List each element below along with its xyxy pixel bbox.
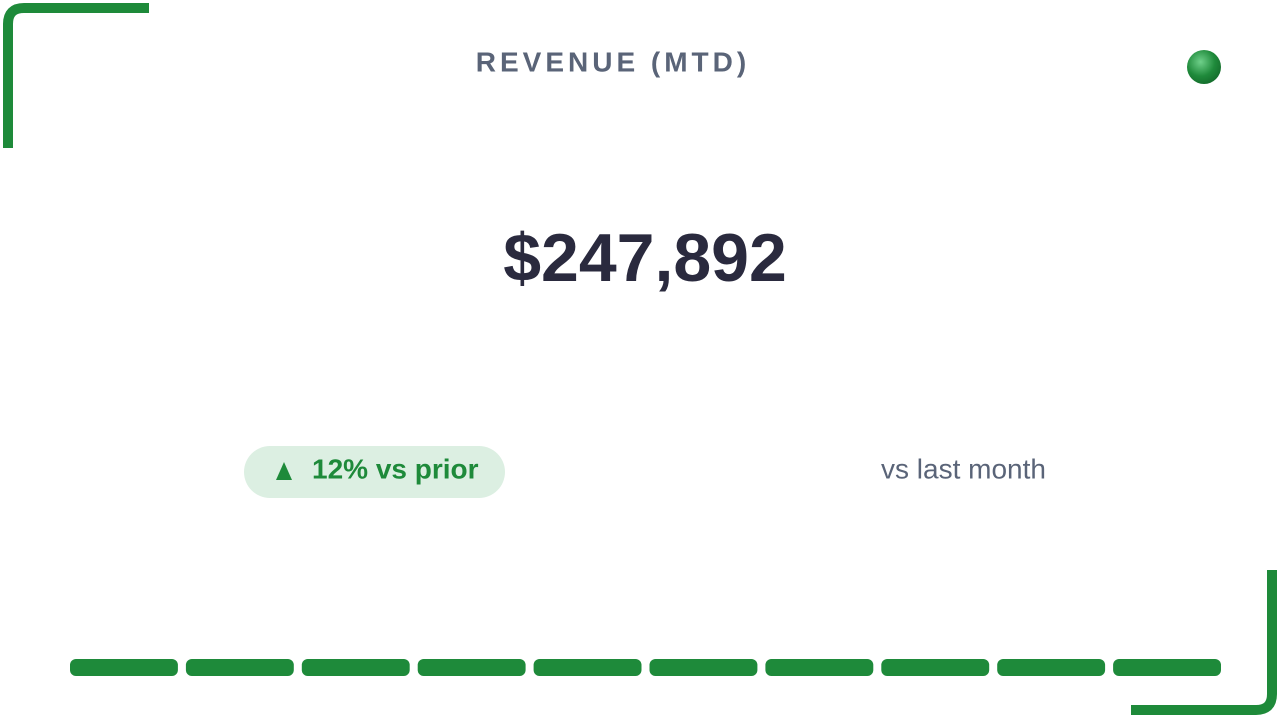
dash-segment [70,659,178,676]
dash-segment [533,659,642,676]
up-arrow [276,462,292,480]
progress-dashes [70,659,1221,676]
comparison-text: vs last month [881,453,1046,484]
status-dot [1187,50,1221,84]
change-badge [244,446,505,498]
dash-segment [417,659,526,676]
dash-segment [1113,659,1221,676]
dash-segment [301,659,410,676]
corner-bracket [1131,570,1277,715]
card-title: REVENUE (MTD) [476,46,750,77]
dash-segment [881,659,990,676]
corner-bracket [3,3,149,148]
kpi-value: $247,892 [503,220,787,296]
change-text: 12% vs prior [312,453,479,484]
dash-segment [185,659,294,676]
dash-segment [997,659,1106,676]
dash-segment [765,659,874,676]
dash-segment [649,659,758,676]
